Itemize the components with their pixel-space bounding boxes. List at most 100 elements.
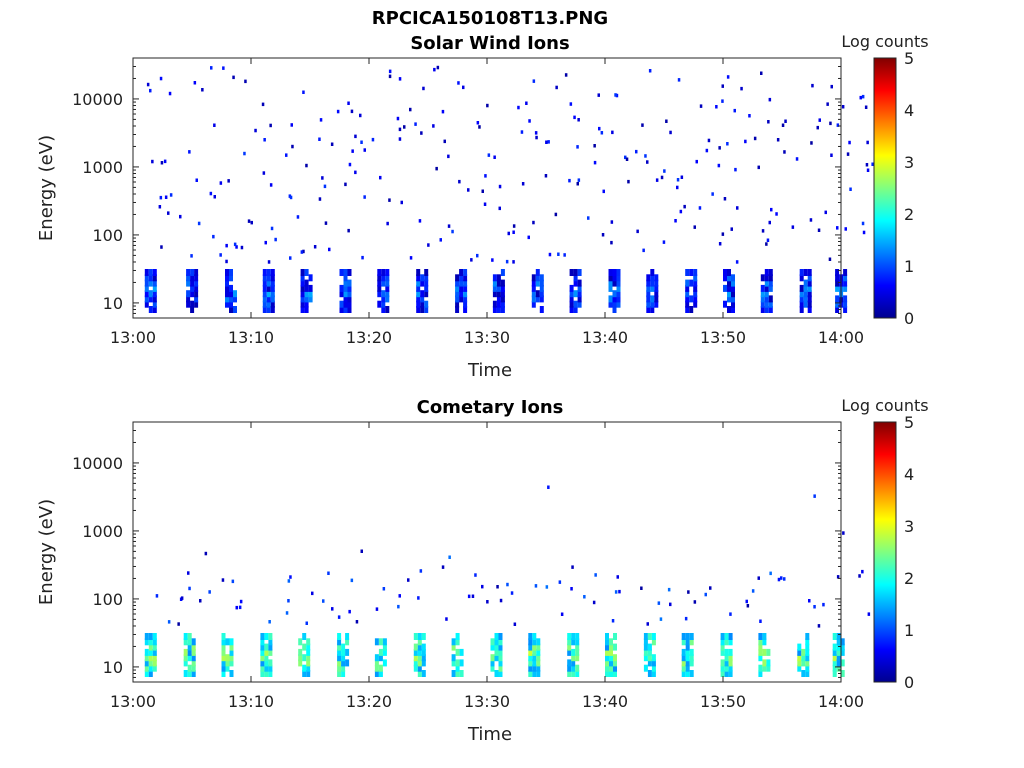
heatmap-cell bbox=[699, 104, 703, 108]
heatmap-cell bbox=[148, 295, 153, 303]
heatmap-cell bbox=[667, 587, 671, 592]
heatmap-cell bbox=[560, 612, 564, 616]
heatmap-cell bbox=[400, 200, 403, 205]
heatmap-cell bbox=[728, 670, 733, 677]
heatmap-cell bbox=[222, 66, 225, 70]
heatmap-cell bbox=[683, 204, 686, 209]
heatmap-cell bbox=[304, 306, 309, 313]
heatmap-cell bbox=[608, 295, 613, 303]
heatmap-cell bbox=[177, 622, 180, 626]
heatmap-cell bbox=[417, 643, 422, 651]
heatmap-cell bbox=[152, 274, 157, 282]
heatmap-cell bbox=[536, 659, 541, 667]
heatmap-cell bbox=[768, 269, 773, 276]
heatmap-cell bbox=[721, 99, 724, 103]
heatmap-cell bbox=[685, 306, 690, 313]
heatmap-cell bbox=[492, 306, 497, 313]
heatmap-cell bbox=[830, 153, 833, 157]
heatmap-cell bbox=[377, 279, 382, 287]
heatmap-cell bbox=[654, 300, 659, 308]
heatmap-cell bbox=[455, 279, 460, 287]
heatmap-cell bbox=[685, 279, 690, 287]
solar-wind-colorbar bbox=[873, 57, 897, 319]
cometary-title: Cometary Ions bbox=[417, 397, 564, 418]
heatmap-cell bbox=[610, 220, 614, 224]
heatmap-cell bbox=[229, 269, 233, 276]
heatmap-cell bbox=[186, 300, 191, 308]
heatmap-cell bbox=[467, 188, 470, 192]
heatmap-cell bbox=[685, 643, 690, 651]
heatmap-cell bbox=[308, 290, 313, 298]
heatmap-cell bbox=[492, 274, 497, 282]
heatmap-cell bbox=[190, 254, 193, 258]
heatmap-cell bbox=[740, 86, 743, 91]
heatmap-cell bbox=[447, 154, 450, 159]
heatmap-cell bbox=[528, 670, 533, 677]
heatmap-cell bbox=[306, 659, 311, 667]
heatmap-cell bbox=[254, 128, 257, 133]
colorbar-tick-label: 1 bbox=[904, 257, 914, 276]
heatmap-cell bbox=[832, 664, 837, 672]
heatmap-cell bbox=[843, 274, 848, 282]
heatmap-cell bbox=[805, 638, 810, 646]
heatmap-cell bbox=[308, 284, 313, 292]
heatmap-cell bbox=[568, 178, 571, 183]
heatmap-cell bbox=[767, 120, 770, 124]
heatmap-cell bbox=[836, 123, 840, 127]
heatmap-cell bbox=[684, 616, 688, 621]
heatmap-cell bbox=[413, 648, 418, 656]
heatmap-cell bbox=[490, 659, 495, 667]
heatmap-cell bbox=[186, 274, 191, 282]
heatmap-cell bbox=[270, 306, 275, 313]
heatmap-cell bbox=[709, 586, 712, 590]
heatmap-cell bbox=[728, 664, 733, 672]
heatmap-cell bbox=[144, 670, 149, 677]
cometary-x-label: Time bbox=[467, 724, 512, 745]
heatmap-cell bbox=[289, 256, 292, 260]
heatmap-cell bbox=[270, 295, 275, 303]
heatmap-cell bbox=[345, 638, 350, 646]
heatmap-cell bbox=[148, 664, 153, 672]
heatmap-cell bbox=[647, 659, 652, 667]
heatmap-cell bbox=[169, 193, 173, 197]
heatmap-cell bbox=[832, 648, 837, 656]
heatmap-cell bbox=[331, 607, 334, 611]
heatmap-cell bbox=[229, 654, 234, 662]
heatmap-cell bbox=[302, 654, 307, 662]
heatmap-cell bbox=[208, 590, 211, 594]
heatmap-cell bbox=[262, 295, 267, 303]
heatmap-cell bbox=[564, 73, 568, 77]
heatmap-cell bbox=[149, 88, 152, 93]
heatmap-cell bbox=[233, 295, 237, 303]
heatmap-cell bbox=[152, 269, 157, 276]
heatmap-cell bbox=[229, 295, 233, 303]
heatmap-cell bbox=[733, 108, 736, 113]
heatmap-cell bbox=[532, 659, 537, 667]
heatmap-cell bbox=[575, 664, 580, 672]
heatmap-cell bbox=[187, 664, 192, 672]
heatmap-cell bbox=[148, 274, 153, 282]
heatmap-cell bbox=[531, 300, 536, 308]
heatmap-cell bbox=[573, 290, 578, 298]
heatmap-cell bbox=[498, 633, 503, 640]
heatmap-cell bbox=[563, 253, 566, 257]
heatmap-cell bbox=[341, 670, 346, 677]
heatmap-cell bbox=[646, 284, 651, 292]
heatmap-cell bbox=[459, 284, 464, 292]
heatmap-cell bbox=[498, 659, 503, 667]
heatmap-cell bbox=[300, 279, 305, 287]
heatmap-cell bbox=[689, 633, 694, 640]
heatmap-cell bbox=[264, 240, 267, 245]
heatmap-cell bbox=[463, 300, 468, 308]
heatmap-cell bbox=[300, 274, 305, 282]
heatmap-cell bbox=[270, 300, 275, 308]
heatmap-cell bbox=[381, 306, 386, 313]
heatmap-cell bbox=[835, 269, 840, 276]
heatmap-cell bbox=[144, 290, 149, 298]
heatmap-cell bbox=[577, 284, 582, 292]
heatmap-cell bbox=[608, 300, 613, 308]
solar-wind-colorbar-label: Log counts bbox=[841, 32, 928, 51]
heatmap-cell bbox=[866, 140, 869, 145]
heatmap-cell bbox=[836, 638, 841, 646]
heatmap-cell bbox=[416, 306, 421, 313]
